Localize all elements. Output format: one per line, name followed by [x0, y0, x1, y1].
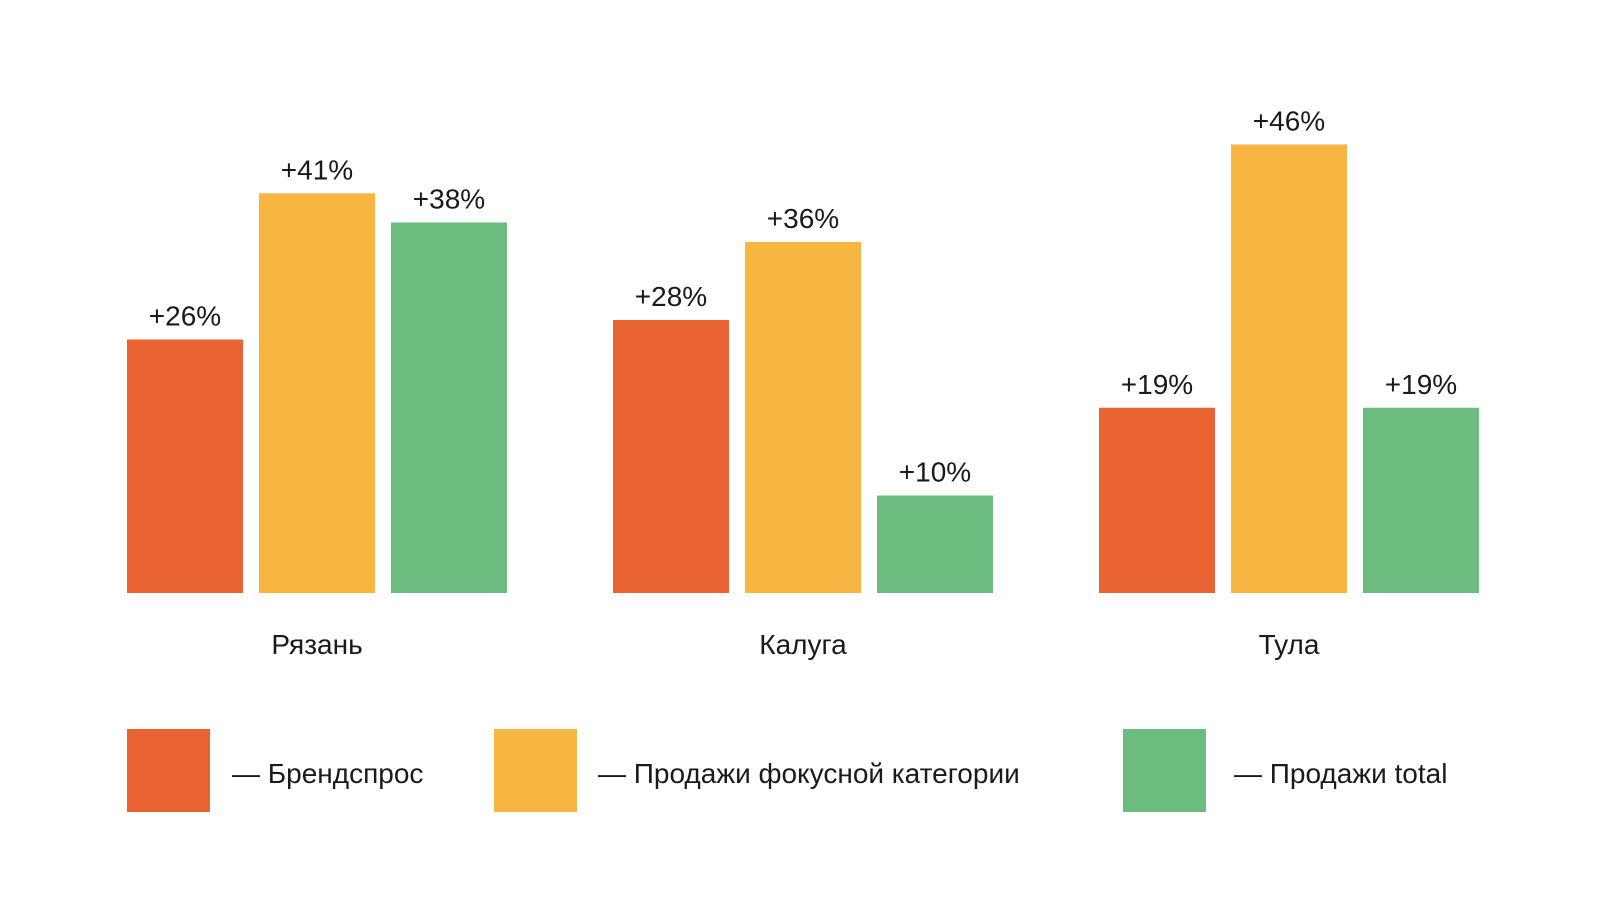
- bar-3-2: [1231, 144, 1347, 593]
- legend-label-2: — Продажи фокусной категории: [598, 758, 1020, 789]
- bar-2-1: [613, 320, 729, 593]
- bar-1-2: [259, 193, 375, 593]
- value-label-2-3: +10%: [899, 457, 971, 488]
- value-label-2-1: +28%: [635, 281, 707, 312]
- bar-1-3: [391, 222, 507, 593]
- category-label-1: Рязань: [271, 629, 362, 660]
- value-label-1-2: +41%: [281, 154, 353, 185]
- category-label-2: Калуга: [759, 629, 847, 660]
- bar-1-1: [127, 339, 243, 593]
- legend-label-1: — Брендспрос: [232, 758, 423, 789]
- bar-2-2: [745, 242, 861, 593]
- value-label-3-2: +46%: [1253, 106, 1325, 137]
- category-labels-layer: Рязань Калуга Тула: [271, 629, 1320, 660]
- bars-layer: [127, 144, 1479, 593]
- legend-swatch-1: [127, 729, 210, 812]
- value-label-2-2: +36%: [767, 203, 839, 234]
- bar-3-3: [1363, 407, 1479, 593]
- value-label-1-1: +26%: [149, 301, 221, 332]
- value-label-3-1: +19%: [1121, 369, 1193, 400]
- legend-swatch-3: [1123, 729, 1206, 812]
- legend: — Брендспрос — Продажи фокусной категории…: [127, 729, 1447, 812]
- bar-3-1: [1099, 407, 1215, 593]
- legend-swatch-2: [494, 729, 577, 812]
- legend-label-3: — Продажи total: [1234, 758, 1447, 789]
- value-label-1-3: +38%: [413, 184, 485, 215]
- value-labels-layer: +26% +41% +38% +28% +36% +10% +19% +46% +19%: [149, 106, 1457, 488]
- bar-2-3: [877, 495, 993, 593]
- value-label-3-3: +19%: [1385, 369, 1457, 400]
- category-label-3: Тула: [1259, 629, 1320, 660]
